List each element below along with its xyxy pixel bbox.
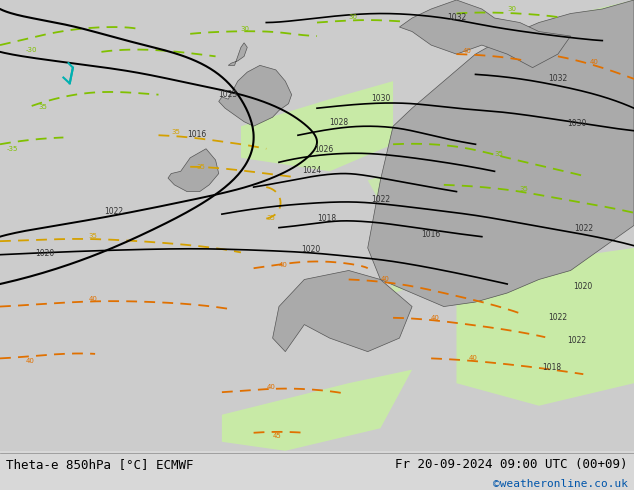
Text: -35: -35 — [6, 146, 18, 152]
Text: 35: 35 — [38, 104, 47, 110]
Text: 30: 30 — [507, 6, 516, 12]
Text: 35: 35 — [266, 215, 275, 221]
Text: 1020: 1020 — [574, 282, 593, 292]
Text: 1016: 1016 — [187, 130, 206, 140]
Polygon shape — [228, 43, 247, 65]
Text: 40: 40 — [380, 276, 389, 282]
Text: 1018: 1018 — [542, 363, 561, 371]
Text: 35: 35 — [171, 129, 180, 135]
Text: 1016: 1016 — [422, 230, 441, 239]
Polygon shape — [168, 149, 219, 192]
Text: 1020: 1020 — [301, 245, 320, 254]
Text: 1032: 1032 — [548, 74, 567, 83]
Text: 1024: 1024 — [302, 166, 321, 174]
Text: 1032: 1032 — [447, 13, 466, 22]
Polygon shape — [241, 81, 393, 172]
Text: 1020: 1020 — [35, 249, 54, 258]
Text: 35: 35 — [520, 186, 529, 192]
Polygon shape — [368, 158, 456, 225]
Text: Fr 20-09-2024 09:00 UTC (00+09): Fr 20-09-2024 09:00 UTC (00+09) — [395, 458, 628, 471]
Text: 1022: 1022 — [567, 336, 586, 344]
Text: 1022: 1022 — [105, 207, 124, 216]
Text: 40: 40 — [469, 355, 478, 361]
Text: Theta-e 850hPa [°C] ECMWF: Theta-e 850hPa [°C] ECMWF — [6, 458, 194, 471]
Text: 1023: 1023 — [219, 90, 238, 99]
Text: 1030: 1030 — [567, 119, 586, 128]
Text: 35: 35 — [197, 164, 205, 170]
Polygon shape — [380, 225, 469, 293]
Text: 35: 35 — [89, 233, 98, 239]
Text: 40: 40 — [25, 358, 34, 364]
Polygon shape — [456, 248, 634, 406]
Text: 30: 30 — [349, 14, 358, 20]
Text: ©weatheronline.co.uk: ©weatheronline.co.uk — [493, 479, 628, 489]
Text: 40: 40 — [266, 384, 275, 390]
Text: 1026: 1026 — [314, 145, 333, 154]
Polygon shape — [476, 0, 634, 158]
Text: -30: -30 — [25, 47, 37, 53]
Text: 1022: 1022 — [371, 195, 390, 204]
Text: 35: 35 — [495, 150, 503, 156]
Polygon shape — [273, 270, 412, 352]
Text: 40: 40 — [463, 48, 472, 54]
Text: 40: 40 — [431, 315, 440, 321]
Text: 30: 30 — [241, 25, 250, 32]
Text: 40: 40 — [89, 295, 98, 302]
Text: 1030: 1030 — [371, 95, 390, 103]
Text: 1022: 1022 — [574, 224, 593, 233]
Text: 40: 40 — [590, 59, 598, 65]
Polygon shape — [219, 65, 292, 126]
Text: 1028: 1028 — [330, 118, 349, 127]
Polygon shape — [399, 0, 571, 68]
Polygon shape — [222, 369, 412, 451]
Text: 45: 45 — [273, 433, 281, 439]
Text: 40: 40 — [279, 262, 288, 268]
Text: 1018: 1018 — [318, 214, 337, 223]
Polygon shape — [368, 0, 634, 307]
Text: 1022: 1022 — [548, 313, 567, 322]
